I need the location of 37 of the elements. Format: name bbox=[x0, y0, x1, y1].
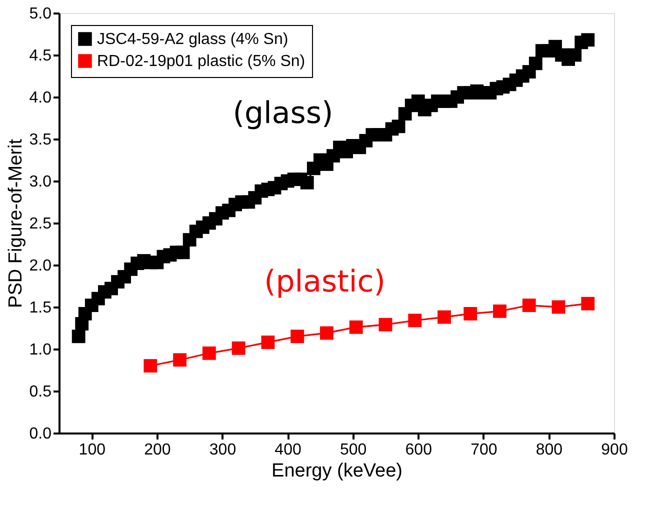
annotation: (plastic) bbox=[264, 264, 386, 300]
point bbox=[438, 310, 451, 324]
point bbox=[581, 296, 595, 310]
legend-label: RD-02-19p01 plastic (5% Sn) bbox=[97, 53, 306, 70]
x-tick-label: 900 bbox=[601, 442, 628, 458]
point bbox=[202, 346, 216, 360]
y-tick-label: 3.5 bbox=[29, 132, 52, 148]
y-tick-label: 1.0 bbox=[29, 342, 52, 358]
point bbox=[408, 314, 422, 328]
x-axis-title: Energy (keVee) bbox=[272, 460, 402, 482]
point bbox=[464, 307, 478, 320]
x-tick-label: 600 bbox=[405, 442, 432, 458]
point bbox=[173, 353, 186, 367]
annotation: (glass) bbox=[232, 96, 334, 131]
y-tick-label: 2.5 bbox=[29, 216, 52, 232]
point bbox=[522, 298, 536, 312]
y-tick-label: 1.5 bbox=[29, 300, 52, 316]
y-tick-label: 0.0 bbox=[29, 426, 52, 442]
x-tick-label: 400 bbox=[274, 442, 302, 458]
x-tick-label: 100 bbox=[78, 442, 106, 458]
legend-label: JSC4-59-A2 glass (4% Sn) bbox=[97, 31, 288, 48]
y-tick-label: 4.5 bbox=[29, 48, 52, 64]
x-tick-label: 300 bbox=[209, 442, 236, 458]
y-tick-label: 5.0 bbox=[29, 6, 52, 22]
point bbox=[349, 320, 363, 334]
y-tick-label: 2.0 bbox=[29, 258, 52, 274]
y-tick-label: 0.5 bbox=[29, 384, 52, 400]
point bbox=[144, 359, 158, 373]
x-tick-label: 500 bbox=[340, 442, 367, 458]
x-tick-label: 200 bbox=[144, 442, 171, 458]
point bbox=[232, 341, 246, 355]
y-tick-label: 3.0 bbox=[29, 174, 52, 190]
y-tick-label: 4.0 bbox=[29, 90, 52, 106]
y-axis-title: PSD Figure-of-Merit bbox=[5, 138, 26, 308]
x-tick-label: 700 bbox=[470, 442, 498, 458]
point bbox=[493, 304, 506, 318]
x-tick-label: 800 bbox=[536, 442, 563, 458]
